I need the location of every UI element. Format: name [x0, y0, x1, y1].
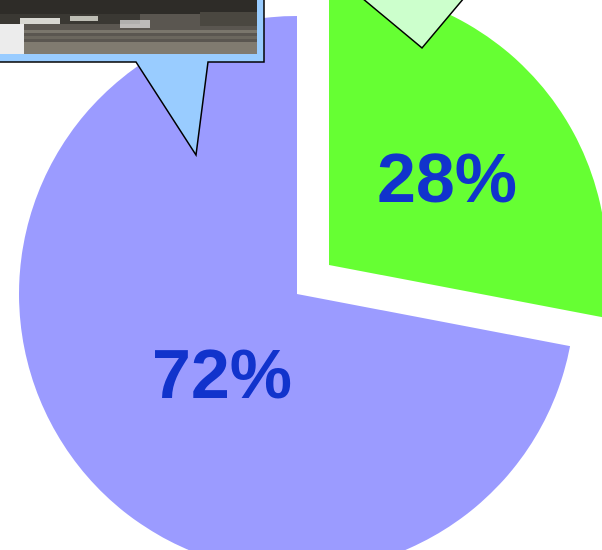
slice-label-72: 72% — [152, 335, 292, 413]
pie-slice-28 — [329, 0, 602, 318]
empty-callout — [363, 0, 464, 50]
photo-callout — [0, 0, 265, 158]
pie-slice-72 — [19, 16, 571, 550]
slice-label-28: 28% — [377, 139, 517, 217]
train-photo — [0, 0, 257, 54]
